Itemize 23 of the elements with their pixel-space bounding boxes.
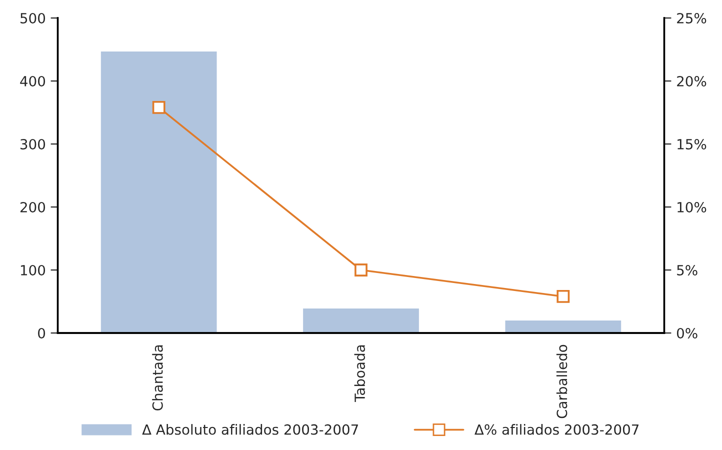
point xyxy=(556,290,570,303)
y-tick-label: 0 xyxy=(38,328,46,338)
y2-tick-label: 20% xyxy=(677,76,706,86)
y-tick-label: 300 xyxy=(20,138,46,150)
y2-tick-label: 10% xyxy=(678,202,706,212)
y-tick-label: 400 xyxy=(20,76,46,86)
y-tick-label: 200 xyxy=(20,202,46,212)
y2-tick-label: 0% xyxy=(676,328,698,338)
x-tick-label: Chantada xyxy=(152,345,163,410)
y2-tick-label: 5% xyxy=(677,264,698,276)
legend-label: Δ% afiliados 2003-2007 xyxy=(474,424,639,435)
y2-tick-label: 25% xyxy=(677,12,706,24)
x-tick-label: Taboada xyxy=(354,345,366,402)
bar xyxy=(504,319,622,333)
bar xyxy=(302,307,420,333)
y-tick-label: 500 xyxy=(20,12,46,24)
y-tick-label: 100 xyxy=(20,264,46,276)
legend-label: Δ Absoluto afiliados 2003-2007 xyxy=(142,424,358,435)
y2-tick-label: 15% xyxy=(678,138,706,150)
x-tick-label: Carballedo xyxy=(556,344,568,418)
bar xyxy=(100,50,218,333)
point xyxy=(354,264,368,276)
point xyxy=(152,101,166,114)
